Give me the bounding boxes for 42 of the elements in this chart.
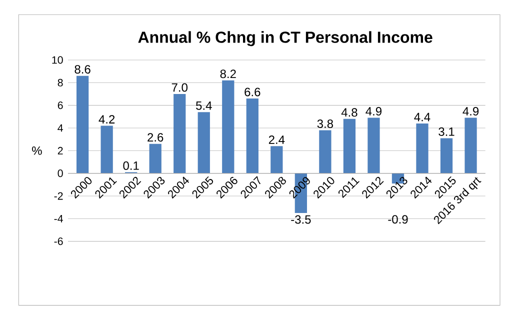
data-label: 4.9 bbox=[462, 107, 479, 116]
chart-title: Annual % Chng in CT Personal Income bbox=[138, 31, 432, 46]
bar bbox=[198, 112, 210, 174]
y-tick-label: 2 bbox=[58, 146, 63, 154]
y-tick-label: 4 bbox=[58, 124, 63, 132]
y-tick-label: 0 bbox=[58, 170, 63, 178]
y-tick-label: 6 bbox=[58, 102, 63, 110]
data-label: 4.9 bbox=[366, 107, 382, 116]
bar bbox=[246, 98, 258, 174]
bar bbox=[416, 123, 428, 174]
data-label: -3.5 bbox=[291, 215, 311, 224]
data-label: 3.1 bbox=[438, 127, 454, 136]
y-tick-label: 8 bbox=[58, 78, 63, 86]
bar bbox=[343, 118, 356, 174]
y-tick-label: 10 bbox=[52, 56, 63, 64]
bar bbox=[440, 138, 453, 174]
y-axis-title: % bbox=[32, 146, 42, 155]
data-label: -0.9 bbox=[388, 215, 408, 224]
data-label: 5.4 bbox=[196, 101, 212, 110]
data-label: 3.8 bbox=[317, 119, 334, 128]
data-label: 0.1 bbox=[123, 161, 139, 170]
y-tick-label: -4 bbox=[54, 214, 63, 222]
data-label: 6.6 bbox=[244, 88, 260, 96]
bar bbox=[270, 146, 283, 174]
bar bbox=[368, 118, 380, 174]
bar bbox=[149, 144, 162, 174]
data-label: 8.6 bbox=[74, 65, 90, 74]
y-tick-label: -6 bbox=[54, 238, 63, 246]
data-label: 4.8 bbox=[341, 108, 358, 117]
bar bbox=[464, 118, 477, 174]
data-label: 4.4 bbox=[414, 112, 430, 122]
bar bbox=[222, 80, 234, 174]
data-label: 8.2 bbox=[220, 70, 236, 78]
bar bbox=[174, 94, 186, 174]
data-label: 4.2 bbox=[98, 115, 115, 124]
data-label: 7.0 bbox=[172, 83, 188, 92]
data-label: 2.6 bbox=[148, 133, 164, 142]
data-label: 2.4 bbox=[268, 135, 285, 144]
bar bbox=[319, 130, 332, 174]
bar bbox=[100, 126, 113, 174]
bar bbox=[76, 76, 89, 174]
y-tick-label: -2 bbox=[54, 192, 63, 200]
